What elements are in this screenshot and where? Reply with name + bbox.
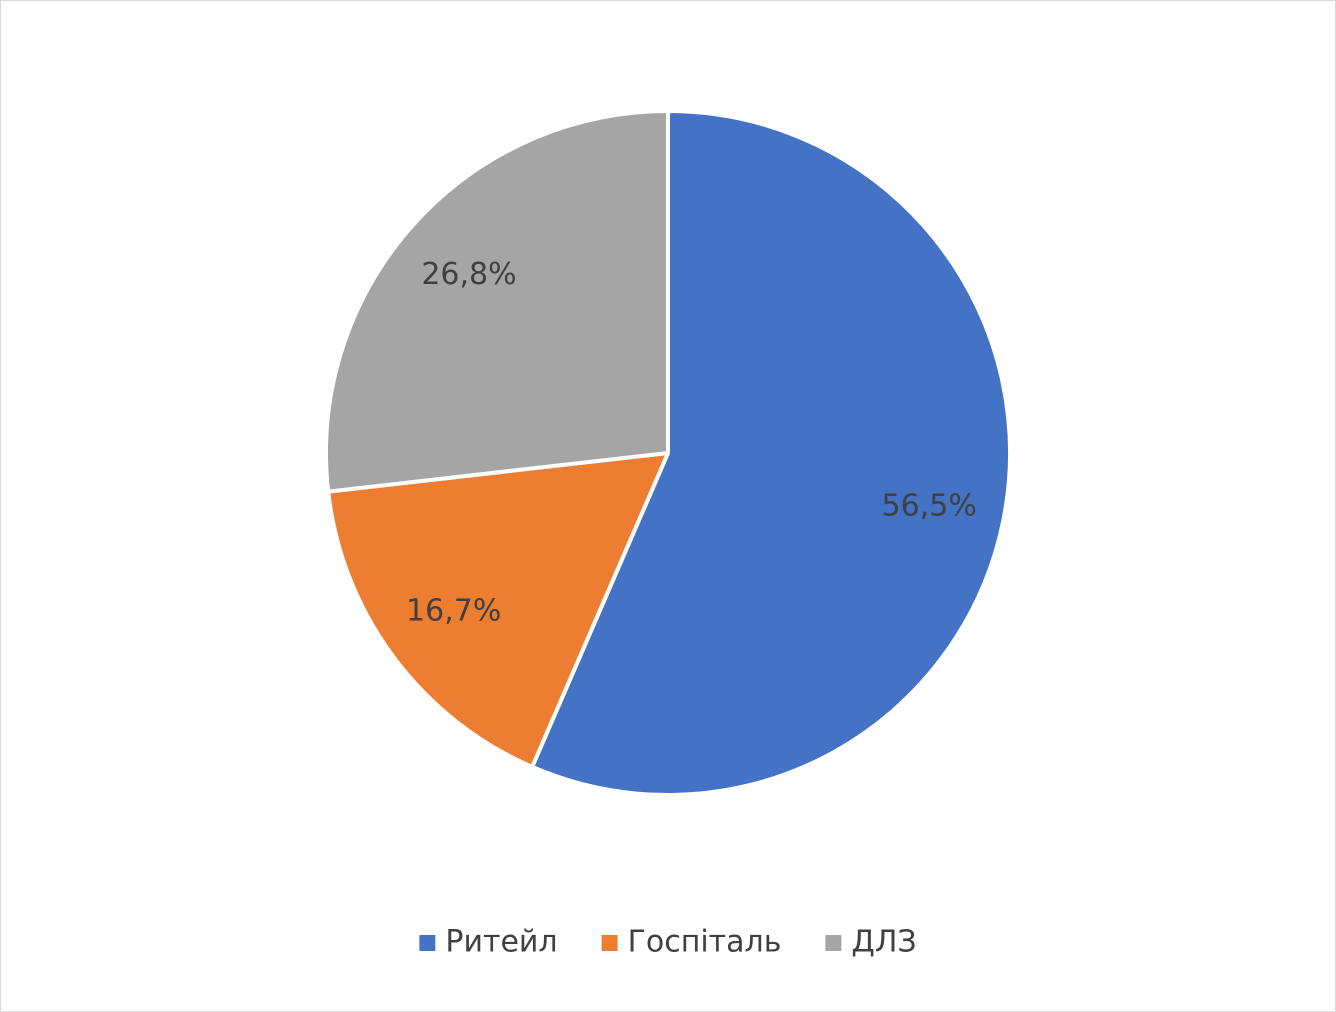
data-label: 26,8% <box>421 257 516 292</box>
legend-marker <box>825 935 842 951</box>
data-label: 16,7% <box>406 593 501 628</box>
pie-slice <box>326 451 670 769</box>
legend-marker <box>601 935 618 951</box>
pie-slice <box>530 109 1012 797</box>
data-label: 56,5% <box>882 489 977 524</box>
legend-marker <box>419 935 436 951</box>
legend: Ритейл Госпіталь ДЛЗ <box>419 925 917 960</box>
legend-label: Ритейл <box>445 925 557 960</box>
legend-label: ДЛЗ <box>851 925 916 960</box>
pie-slice <box>324 109 670 494</box>
legend-label: Госпіталь <box>628 925 782 960</box>
